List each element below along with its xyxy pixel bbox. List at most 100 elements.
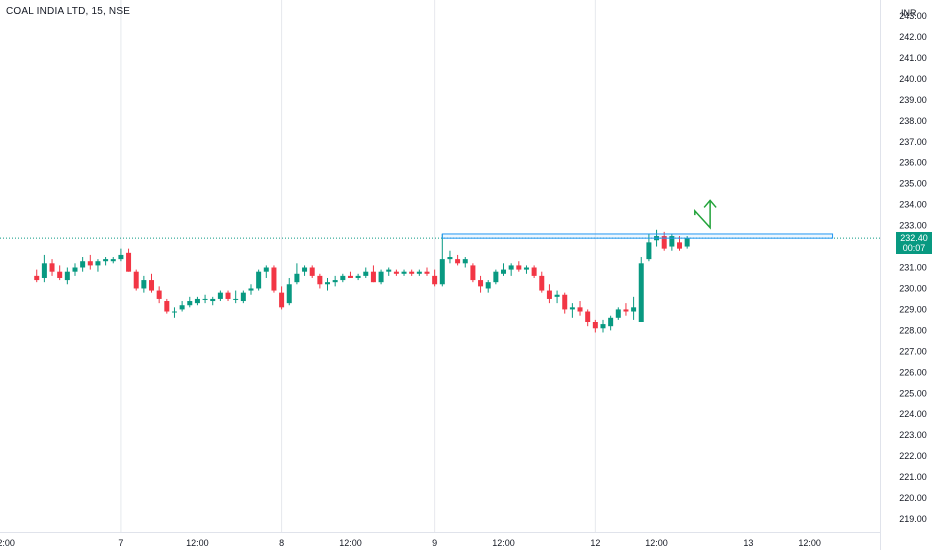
y-tick-label: 230.00 [899,283,927,293]
candle-body [669,236,675,247]
candle-body [447,257,453,260]
candle-body [202,298,208,300]
candle-body [585,311,591,322]
y-tick-label: 236.00 [899,158,927,168]
currency-label: INR [901,8,917,18]
x-tick-label: 12:00 [492,538,515,548]
candle-body [118,254,124,260]
x-tick-label: 13 [743,538,753,548]
candle-body [493,271,499,283]
candle-body [378,271,384,283]
target-arrow-head [703,199,717,208]
y-tick-label: 234.00 [899,200,927,210]
y-tick-label: 225.00 [899,388,927,398]
countdown-timer: 00:07 [902,243,926,253]
candle-body [424,271,430,274]
candle-body [462,259,468,264]
y-tick-label: 231.00 [899,263,927,273]
x-tick-label: 9 [432,538,437,548]
x-tick-label: 2:00 [0,538,15,548]
candle-body [263,267,269,272]
candle-body [95,261,101,266]
y-tick-label: 243.00 [899,11,927,21]
candle-body [34,275,40,281]
candle-body [309,267,315,276]
candle-body [485,282,491,289]
x-tick-label: 12:00 [645,538,668,548]
y-tick-label: 235.00 [899,179,927,189]
candle-body [302,267,308,272]
y-tick-label: 227.00 [899,346,927,356]
candle-body [340,275,346,281]
candle-body [455,259,461,264]
candle-body [325,282,331,285]
resistance-zone [441,233,834,239]
candle-body [646,242,652,260]
candle-body [600,324,606,329]
candle-body [470,265,476,281]
candle-body [516,265,522,270]
candle-body [233,298,239,300]
x-tick-label: 7 [118,538,123,548]
y-tick-label: 242.00 [899,32,927,42]
candle-body [347,275,353,278]
candle-body [141,280,147,289]
candle-body [562,294,568,310]
candle-body [615,309,621,318]
candle-body [631,307,637,312]
candle-body [217,292,223,299]
candle-body [539,275,545,291]
candle-body [256,271,262,289]
candle-body [355,275,361,278]
candle-body [677,242,683,249]
candle-body [317,275,323,285]
y-tick-label: 229.00 [899,304,927,314]
candle-body [439,259,445,285]
candle-body [592,321,598,329]
y-tick-label: 228.00 [899,325,927,335]
candle-body [80,261,86,268]
y-tick-label: 233.00 [899,221,927,231]
candle-body [126,252,132,272]
candle-body [164,301,170,312]
y-tick-label: 220.00 [899,493,927,503]
y-tick-label: 223.00 [899,430,927,440]
candle-body [531,267,537,276]
candle-body [393,271,399,274]
x-tick-label: 12 [590,538,600,548]
candle-body [623,309,629,312]
y-tick-label: 239.00 [899,95,927,105]
candle-body [478,280,484,287]
y-tick-label: 222.00 [899,451,927,461]
candle-body [638,263,644,322]
chart-title: COAL INDIA LTD, 15, NSE [6,6,131,17]
target-zigzag [694,200,711,230]
candle-body [554,294,560,297]
candle-body [49,263,55,272]
candle-body [225,292,231,299]
candle-body [171,311,177,313]
candle-body [386,269,392,272]
candle-body [432,275,438,285]
candle-body [57,271,63,278]
candle-body [156,290,162,299]
y-tick-label: 238.00 [899,116,927,126]
x-tick-label: 12:00 [186,538,209,548]
candle-body [409,271,415,274]
candle-body [210,298,216,302]
y-tick-label: 241.00 [899,53,927,63]
candle-body [523,267,529,270]
candle-body [87,261,93,266]
candle-body [508,265,514,270]
candle-body [294,273,300,283]
candle-body [416,271,422,274]
x-tick-label: 12:00 [339,538,362,548]
candle-body [661,236,667,249]
candle-body [546,290,552,299]
y-tick-label: 221.00 [899,472,927,482]
candle-body [271,267,277,291]
candle-body [103,259,109,262]
candle-body [608,317,614,327]
